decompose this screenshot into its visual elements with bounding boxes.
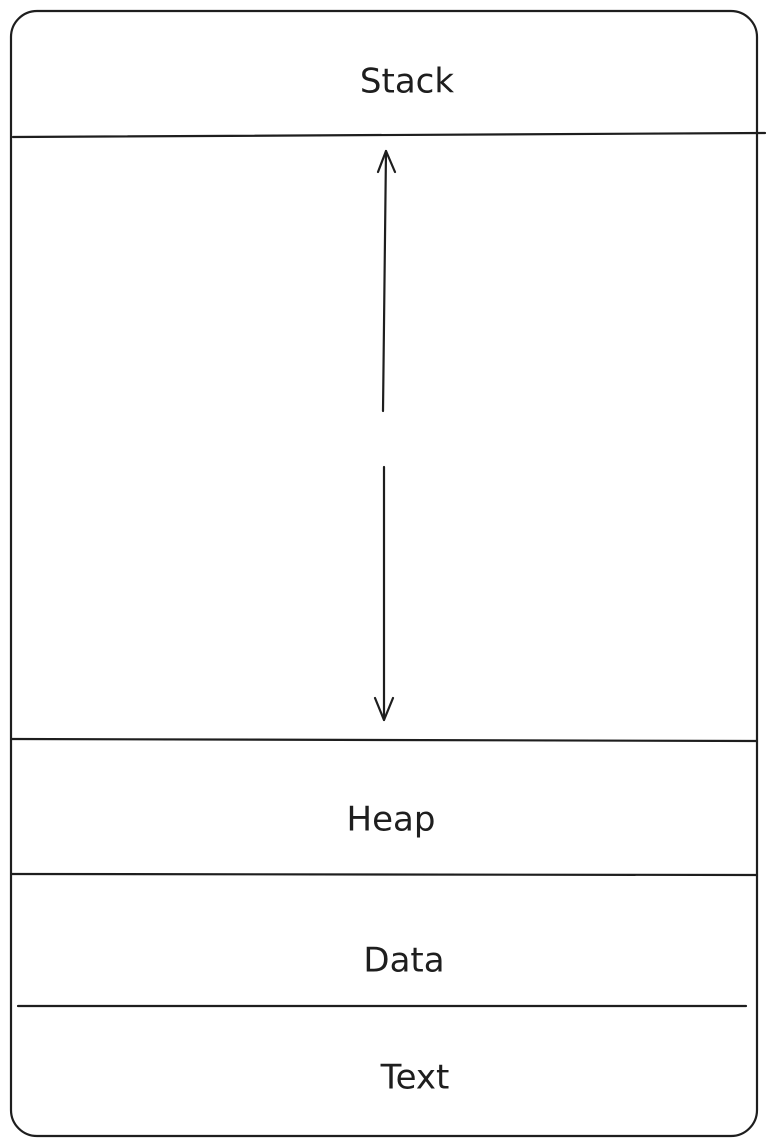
- stack-divider: [11, 131, 767, 139]
- memory-outline: [9, 9, 759, 1138]
- text-label: Text: [380, 1058, 450, 1098]
- heap-bottom-divider: [10, 872, 759, 877]
- heap-top-divider: [10, 737, 759, 743]
- down-arrow-icon: [373, 465, 395, 722]
- up-arrow-icon: [376, 149, 397, 413]
- stack-label: Stack: [360, 62, 454, 102]
- data-label: Data: [363, 941, 444, 981]
- heap-label: Heap: [347, 800, 436, 840]
